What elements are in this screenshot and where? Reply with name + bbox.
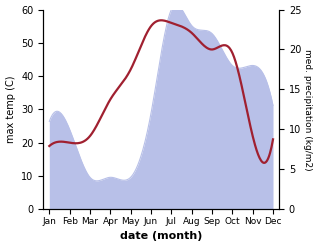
Y-axis label: med. precipitation (kg/m2): med. precipitation (kg/m2) bbox=[303, 49, 313, 170]
X-axis label: date (month): date (month) bbox=[120, 231, 202, 242]
Y-axis label: max temp (C): max temp (C) bbox=[5, 76, 16, 143]
